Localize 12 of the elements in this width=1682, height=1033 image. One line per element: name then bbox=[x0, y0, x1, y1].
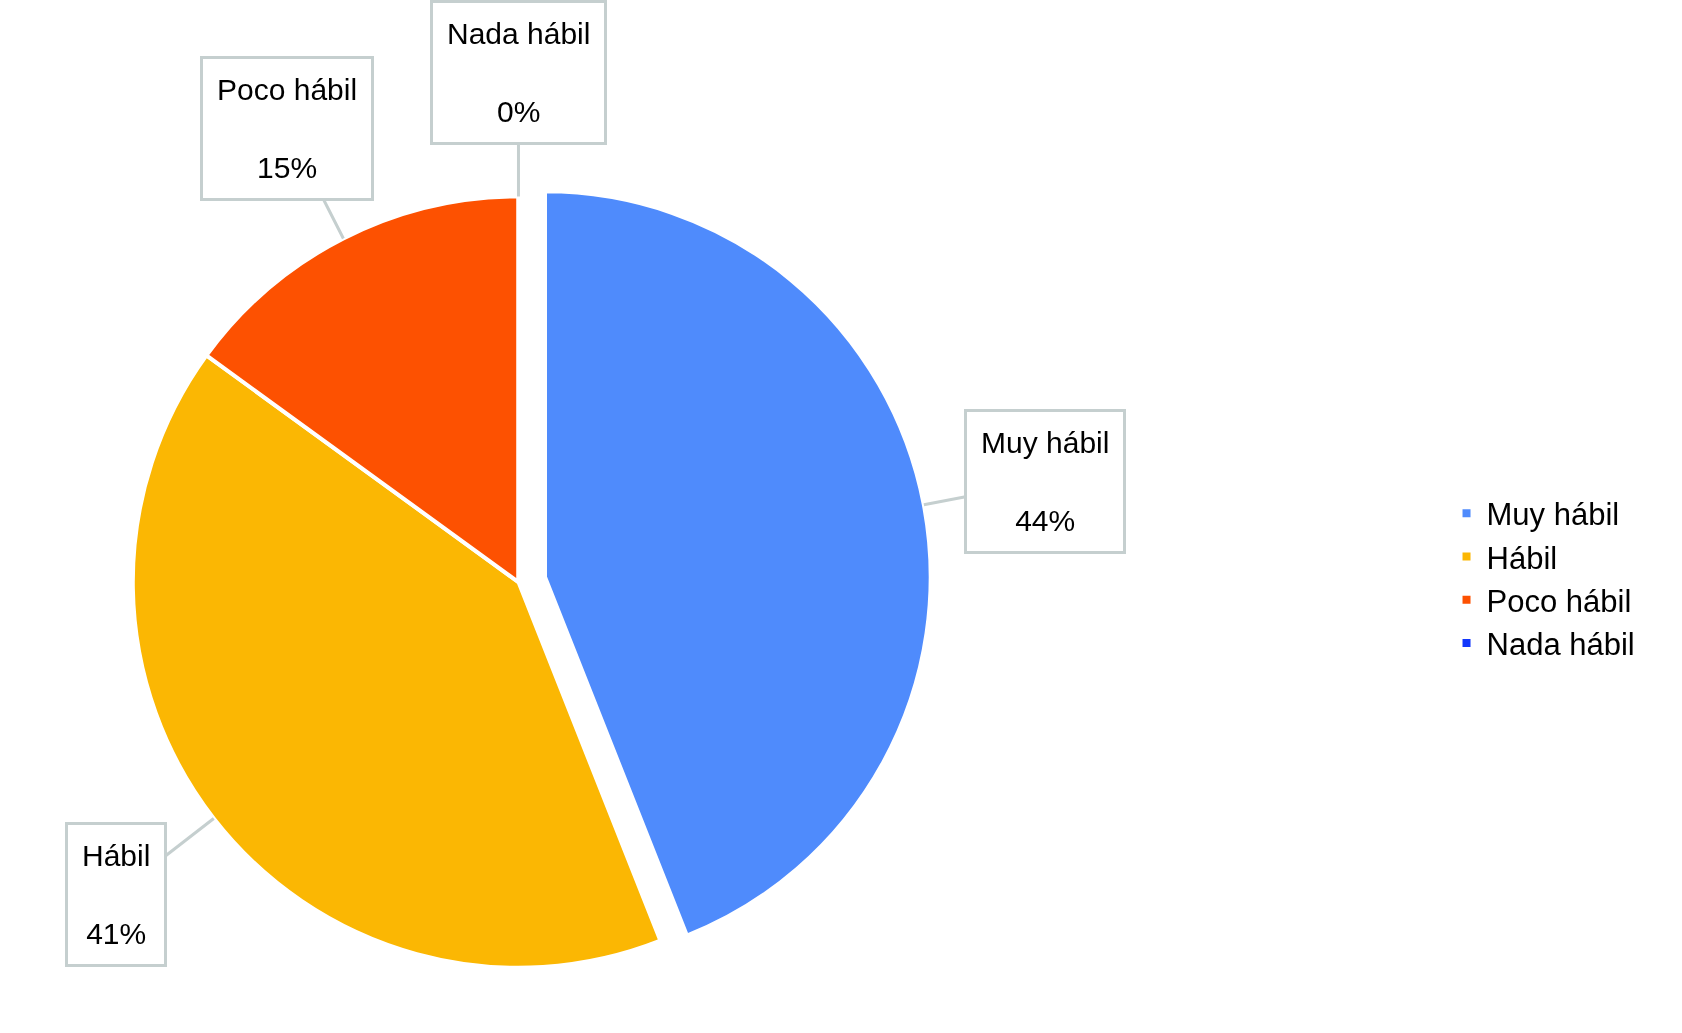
legend-label: Nada hábil bbox=[1486, 627, 1635, 663]
category-label: Nada hábil bbox=[447, 17, 591, 50]
slice-label: Hábil bbox=[82, 839, 151, 872]
data-label: 15% bbox=[257, 151, 318, 184]
category-label: Poco hábil bbox=[217, 73, 358, 106]
data-label: 44% bbox=[1015, 504, 1076, 537]
text: 0% bbox=[497, 95, 541, 128]
data-label: 41% bbox=[86, 917, 147, 950]
legend-label: Poco hábil bbox=[1486, 583, 1632, 619]
slice-label: Muy hábil bbox=[981, 426, 1110, 459]
legend-label: Hábil bbox=[1486, 540, 1558, 576]
legend-label: Muy hábil bbox=[1486, 497, 1620, 533]
